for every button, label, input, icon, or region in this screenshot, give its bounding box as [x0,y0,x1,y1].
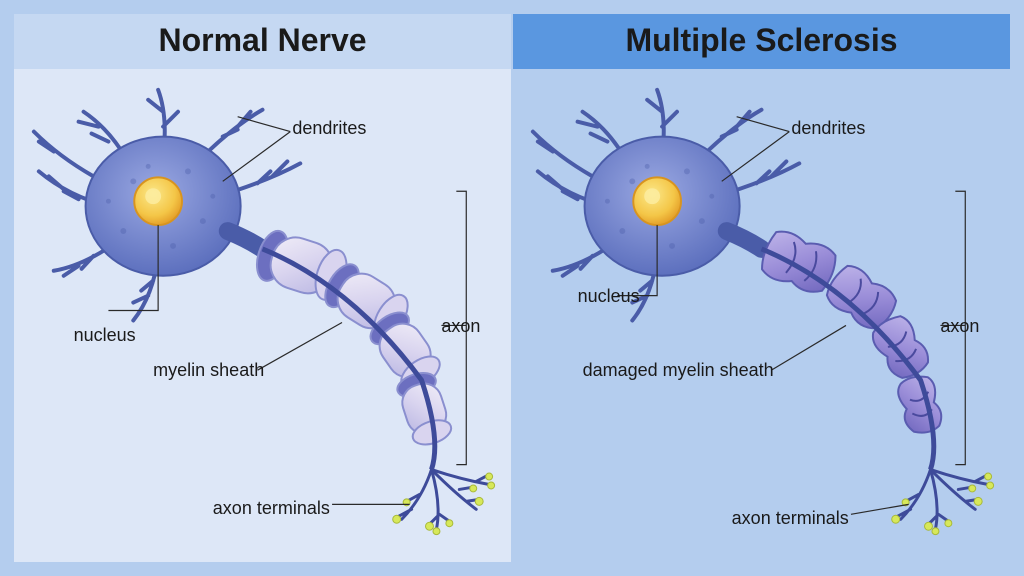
label-terminals: axon terminals [213,498,330,519]
nucleus-highlight [644,188,660,204]
label-nucleus: nucleus [74,325,136,346]
axon-hillock [228,231,263,249]
nucleus-highlight [145,188,161,204]
panel-body-ms: dendrites nucleus damaged myelin sheath … [513,69,1010,562]
panel-title-ms: Multiple Sclerosis [513,14,1010,69]
panel-multiple-sclerosis: Multiple Sclerosis [513,14,1010,562]
label-myelin: myelin sheath [153,360,264,381]
panel-body-normal: dendrites nucleus myelin sheath axon axo… [14,69,511,562]
label-axon: axon [940,316,979,337]
label-dendrites: dendrites [791,118,865,139]
neuron-normal-svg [14,69,511,562]
label-nucleus: nucleus [578,286,640,307]
panel-normal-nerve: Normal Nerve [14,14,511,562]
label-terminals: axon terminals [732,508,849,529]
label-axon: axon [441,316,480,337]
label-dendrites: dendrites [292,118,366,139]
label-myelin: damaged myelin sheath [583,360,774,381]
diagram-container: Normal Nerve [0,0,1024,576]
panel-title-normal: Normal Nerve [14,14,511,69]
axon-hillock [727,231,762,249]
neuron-ms-svg [513,69,1010,562]
